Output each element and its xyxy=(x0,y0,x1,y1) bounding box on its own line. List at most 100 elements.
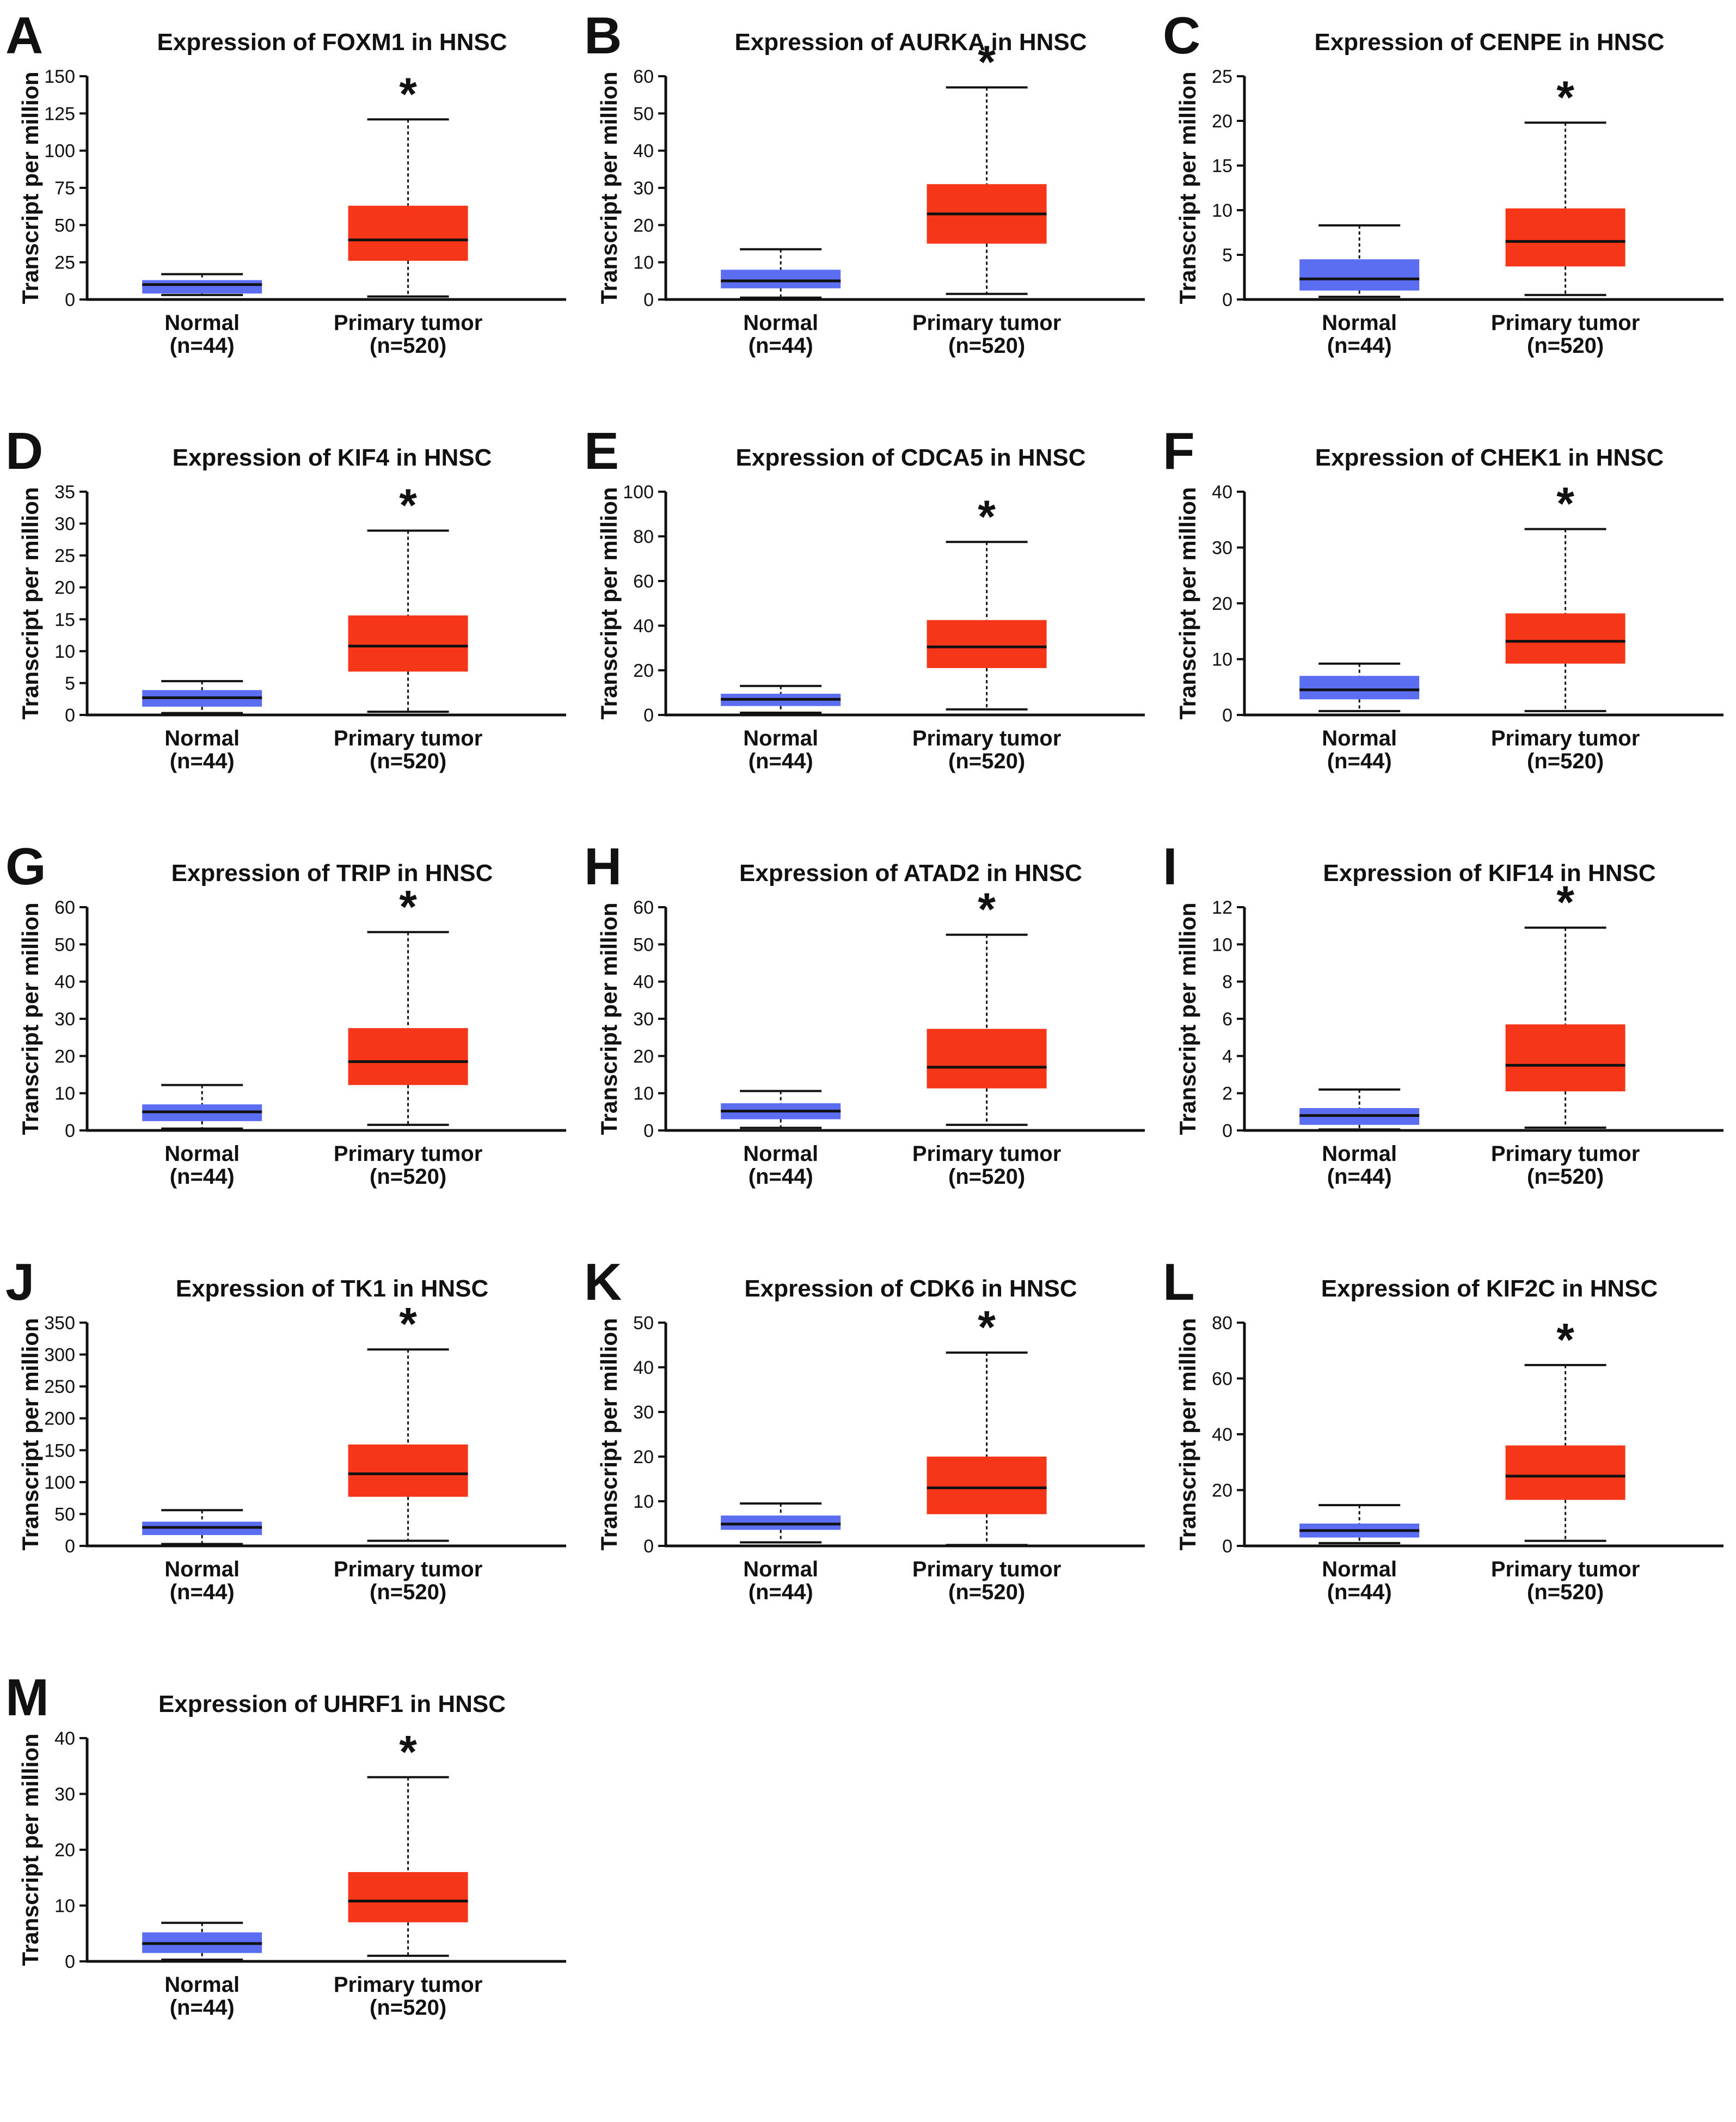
group-count: (n=44) xyxy=(170,1580,235,1604)
y-tick-label: 30 xyxy=(633,1009,654,1030)
group-label: Normal xyxy=(164,1557,240,1581)
chart-title: Expression of TRIP in HNSC xyxy=(171,860,493,886)
significance-star: * xyxy=(399,1726,417,1777)
panel-g: G Expression of TRIP in HNSC Transcript pe… xyxy=(0,831,579,1246)
y-tick-label: 20 xyxy=(54,1840,75,1861)
group-count: (n=44) xyxy=(749,334,813,358)
chart-title: Expression of ATAD2 in HNSC xyxy=(739,860,1082,886)
box-normal xyxy=(721,1090,841,1129)
chart-title: Expression of CENPE in HNSC xyxy=(1314,29,1664,56)
boxplot-chart: Expression of UHRF1 in HNSC Transcript pe… xyxy=(17,1691,566,2020)
group-label: Normal xyxy=(1322,726,1397,750)
panel-letter: K xyxy=(584,1253,622,1311)
y-tick-label: 25 xyxy=(1212,66,1232,87)
box-primary-tumor xyxy=(927,1351,1047,1546)
iqr-box xyxy=(348,615,468,672)
group-count: (n=520) xyxy=(370,1580,446,1604)
y-tick-label: 20 xyxy=(633,1046,654,1067)
group-count: (n=44) xyxy=(1327,1165,1392,1189)
y-tick-label: 60 xyxy=(633,571,654,592)
panel-i: I Expression of KIF14 in HNSC Transcript p… xyxy=(1157,831,1736,1246)
panel-letter: H xyxy=(584,837,622,896)
iqr-box xyxy=(348,1444,468,1497)
panel-k: K Expression of CDK6 in HNSC Transcript pe… xyxy=(579,1246,1157,1662)
y-tick-label: 40 xyxy=(633,972,654,993)
box-normal xyxy=(721,684,841,714)
group-count: (n=44) xyxy=(170,334,235,358)
boxplot-chart: Expression of CDK6 in HNSC Transcript per… xyxy=(596,1275,1145,1604)
y-tick-label: 40 xyxy=(633,616,654,637)
group-count: (n=520) xyxy=(1527,334,1604,358)
y-tick-label: 8 xyxy=(1222,972,1232,993)
y-tick-label: 10 xyxy=(54,1896,75,1917)
y-tick-label: 15 xyxy=(1212,156,1232,176)
group-label: Primary tumor xyxy=(334,726,482,750)
y-tick-label: 150 xyxy=(44,66,75,87)
group-count: (n=520) xyxy=(370,749,446,773)
y-tick-label: 50 xyxy=(54,934,75,955)
y-tick-label: 20 xyxy=(633,215,654,236)
y-tick-label: 40 xyxy=(633,141,654,162)
y-axis-label: Transcript per million xyxy=(596,902,622,1135)
y-axis-label: Transcript per million xyxy=(17,902,43,1135)
group-count: (n=44) xyxy=(749,1580,813,1604)
y-tick-label: 40 xyxy=(1212,1424,1232,1445)
group-count: (n=44) xyxy=(170,749,235,773)
y-tick-label: 20 xyxy=(1212,111,1232,132)
box-normal xyxy=(721,1502,841,1544)
y-tick-label: 5 xyxy=(1222,245,1232,266)
group-count: (n=520) xyxy=(1527,749,1604,773)
y-tick-label: 60 xyxy=(633,897,654,918)
y-tick-label: 0 xyxy=(643,290,654,310)
y-axis-label: Transcript per million xyxy=(17,71,43,304)
y-tick-label: 20 xyxy=(633,1447,654,1467)
box-primary-tumor xyxy=(348,1776,468,1957)
group-label: Primary tumor xyxy=(912,1142,1061,1166)
y-tick-label: 0 xyxy=(1222,1121,1232,1141)
group-label: Normal xyxy=(743,311,818,335)
y-tick-label: 50 xyxy=(54,215,75,236)
group-label: Primary tumor xyxy=(1491,1142,1640,1166)
panel-letter: G xyxy=(5,837,46,896)
box-primary-tumor xyxy=(348,931,468,1126)
y-tick-label: 2 xyxy=(1222,1084,1232,1104)
y-tick-label: 25 xyxy=(54,253,75,273)
box-primary-tumor xyxy=(927,86,1047,295)
group-label: Primary tumor xyxy=(334,1557,482,1581)
group-count: (n=520) xyxy=(370,1165,446,1189)
y-tick-label: 80 xyxy=(633,527,654,547)
y-tick-label: 20 xyxy=(633,661,654,681)
y-tick-label: 5 xyxy=(65,673,75,694)
group-label: Normal xyxy=(164,1973,240,1997)
y-tick-label: 60 xyxy=(1212,1369,1232,1390)
panel-letter: C xyxy=(1163,7,1201,65)
box-normal xyxy=(721,248,841,299)
group-label: Normal xyxy=(1322,311,1397,335)
boxplot-chart: Expression of AURKA in HNSC Transcript pe… xyxy=(596,29,1145,358)
group-label: Normal xyxy=(1322,1142,1397,1166)
y-tick-label: 10 xyxy=(1212,934,1232,955)
y-axis-label: Transcript per million xyxy=(596,487,622,719)
y-tick-label: 0 xyxy=(643,705,654,726)
panel-letter: F xyxy=(1163,422,1195,480)
chart-title: Expression of CDK6 in HNSC xyxy=(744,1275,1077,1302)
boxplot-chart: Expression of KIF4 in HNSC Transcript per… xyxy=(17,444,566,773)
y-tick-label: 20 xyxy=(54,1046,75,1067)
y-tick-label: 15 xyxy=(54,609,75,630)
y-axis-label: Transcript per million xyxy=(17,487,43,719)
y-tick-label: 10 xyxy=(633,253,654,273)
y-tick-label: 40 xyxy=(1212,482,1232,503)
box-primary-tumor xyxy=(1505,528,1625,712)
chart-title: Expression of CHEK1 in HNSC xyxy=(1315,444,1664,471)
y-tick-label: 30 xyxy=(54,514,75,535)
y-tick-label: 30 xyxy=(54,1009,75,1030)
iqr-box xyxy=(348,1028,468,1085)
y-tick-label: 40 xyxy=(54,1728,75,1749)
group-count: (n=520) xyxy=(370,334,446,358)
group-count: (n=520) xyxy=(948,749,1025,773)
group-label: Normal xyxy=(743,726,818,750)
y-tick-label: 0 xyxy=(65,1952,75,1972)
significance-star: * xyxy=(399,479,417,530)
significance-star: * xyxy=(978,884,996,935)
